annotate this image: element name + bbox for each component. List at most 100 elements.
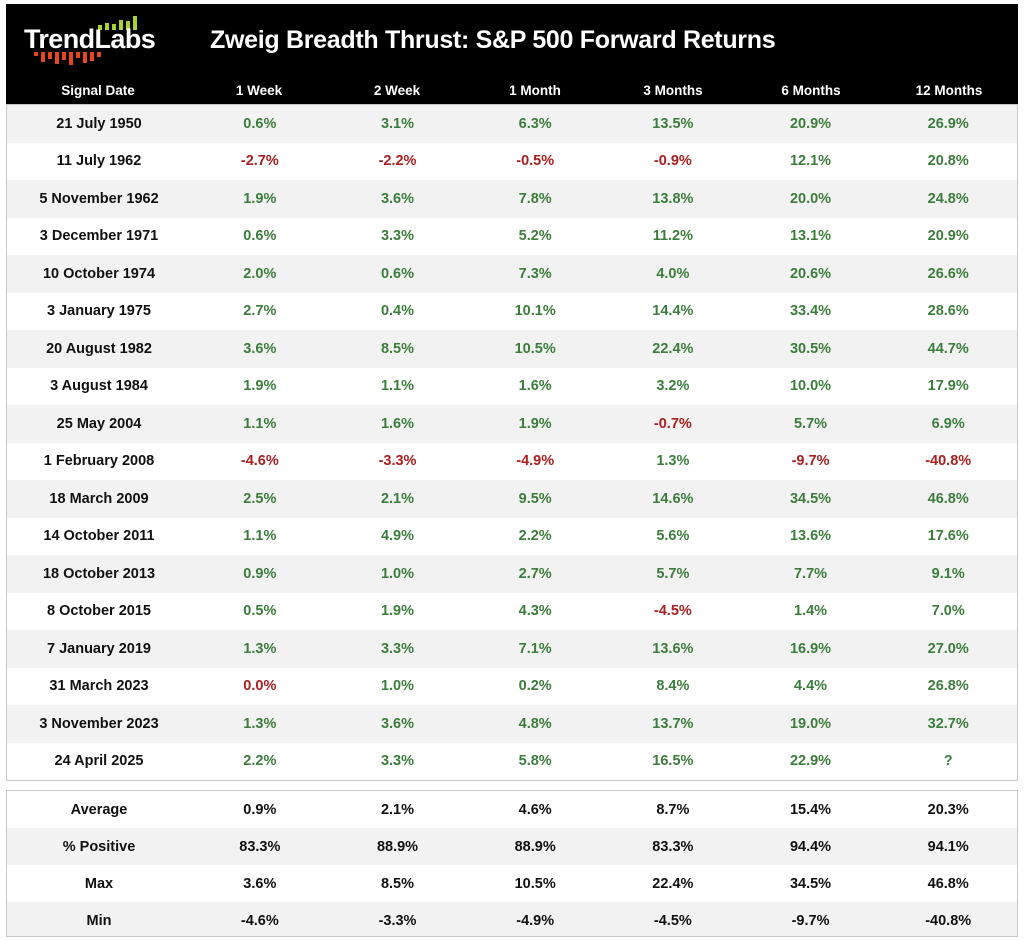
return-cell: 16.9% (789, 640, 832, 657)
brand-name: TrendLabs (24, 24, 156, 54)
column-header-3-months: 3 Months (643, 82, 703, 98)
summary-label: Average (70, 801, 128, 818)
return-cell: 1.9% (243, 378, 277, 395)
summary-row: Min -4.6% -3.3% -4.9% -4.5% -9.7% -40.8% (7, 902, 1017, 936)
signal-date-cell: 18 October 2013 (42, 565, 156, 582)
return-cell: 3.2% (656, 378, 690, 395)
return-cell: 13.5% (652, 115, 694, 132)
column-header-1-week: 1 Week (235, 82, 283, 98)
return-cell: 20.8% (927, 153, 969, 170)
return-cell: 24.8% (927, 190, 969, 207)
table-row: 3 December 1971 0.6% 3.3% 5.2% 11.2% 13.1% 20.… (7, 217, 1017, 255)
return-cell: 9.1% (931, 565, 965, 582)
return-cell: 0.6% (380, 265, 415, 282)
return-cell: 1.0% (380, 565, 415, 582)
return-cell: 4.8% (518, 715, 552, 732)
table-row: 31 March 2023 0.0% 1.0% 0.2% 8.4% 4.4% 26.8% (7, 667, 1017, 705)
return-cell: 20.9% (927, 228, 969, 245)
return-cell: -3.3% (378, 453, 417, 470)
return-cell: 1.9% (380, 603, 415, 620)
signal-date-cell: 21 July 1950 (56, 115, 142, 132)
return-cell: 2.7% (243, 303, 277, 320)
summary-value-cell: 46.8% (927, 875, 969, 892)
return-cell: 1.6% (518, 378, 552, 395)
return-cell: 1.1% (243, 415, 277, 432)
table-row: 3 January 1975 2.7% 0.4% 10.1% 14.4% 33.4% 28.… (7, 292, 1017, 330)
table-row: 8 October 2015 0.5% 1.9% 4.3% -4.5% 1.4% 7.0% (7, 592, 1017, 630)
return-cell: 0.6% (243, 115, 277, 132)
summary-value-cell: 83.3% (652, 838, 694, 855)
return-cell: 2.1% (380, 490, 415, 507)
signal-date-cell: 24 April 2025 (54, 753, 144, 770)
return-cell: 2.7% (518, 565, 552, 582)
table-row: 11 July 1962 -2.7% -2.2% -0.5% -0.9% 12.1% 20.… (7, 142, 1017, 180)
summary-value-cell: 88.9% (514, 838, 556, 855)
summary-value-cell: 3.6% (243, 875, 277, 892)
return-cell: 3.3% (380, 753, 415, 770)
return-cell: 6.9% (931, 415, 965, 432)
return-cell: 8.5% (380, 340, 415, 357)
table-row: 1 February 2008 -4.6% -3.3% -4.9% 1.3% -9.7% -… (7, 442, 1017, 480)
summary-value-cell: 83.3% (239, 838, 281, 855)
signal-date-cell: 5 November 1962 (39, 190, 159, 207)
brand-logo: TrendLabs (6, 4, 182, 76)
summary-value-cell: -4.5% (653, 912, 692, 929)
table-row: 3 August 1984 1.9% 1.1% 1.6% 3.2% 10.0% 17.9% (7, 367, 1017, 405)
return-cell: 7.8% (518, 190, 552, 207)
return-cell: 0.5% (243, 603, 277, 620)
signal-date-cell: 11 July 1962 (56, 153, 142, 170)
summary-value-cell: 8.5% (380, 875, 415, 892)
return-cell: 13.1% (789, 228, 832, 245)
summary-value-cell: -40.8% (925, 912, 972, 929)
summary-value-cell: -4.6% (240, 912, 279, 929)
return-cell: 1.6% (380, 415, 415, 432)
summary-value-cell: 0.9% (243, 801, 277, 818)
return-cell: 1.9% (243, 190, 277, 207)
return-cell: -0.9% (653, 153, 692, 170)
return-cell: 13.6% (789, 528, 832, 545)
logo-ascending-bars-icon (98, 14, 137, 30)
return-cell: 3.6% (243, 340, 277, 357)
return-cell: 11.2% (652, 228, 694, 245)
signal-date-cell: 10 October 1974 (42, 265, 156, 282)
return-cell: 5.7% (793, 415, 828, 432)
return-cell: 3.3% (380, 228, 415, 245)
return-cell: 9.5% (518, 490, 552, 507)
signal-date-cell: 1 February 2008 (43, 453, 155, 470)
return-cell: 2.5% (243, 490, 277, 507)
signal-date-cell: 3 January 1975 (47, 303, 151, 320)
return-cell: 4.0% (656, 265, 690, 282)
return-cell: -2.7% (240, 153, 279, 170)
return-cell: -9.7% (791, 453, 830, 470)
signal-date-cell: 31 March 2023 (49, 678, 149, 695)
return-cell: 46.8% (927, 490, 969, 507)
summary-label: Max (84, 875, 114, 892)
return-cell: 1.9% (518, 415, 552, 432)
table-row: 24 April 2025 2.2% 3.3% 5.8% 16.5% 22.9%? (7, 742, 1017, 780)
return-cell: 3.1% (380, 115, 415, 132)
logo-descending-bars-icon (34, 52, 101, 68)
return-cell: 34.5% (789, 490, 832, 507)
summary-value-cell: 4.6% (518, 801, 552, 818)
column-header-row: Signal Date 1 Week 2 Week 1 Month 3 Mont… (6, 76, 1018, 104)
signal-date-cell: 7 January 2019 (47, 640, 151, 657)
summary-value-cell: 88.9% (376, 838, 419, 855)
return-cell: 0.9% (243, 565, 277, 582)
summary-label: Min (86, 912, 112, 929)
return-cell: 1.3% (243, 715, 277, 732)
summary-row: % Positive 83.3% 88.9% 88.9% 83.3% 94.4% 94.1% (7, 828, 1017, 865)
return-cell: 14.6% (652, 490, 694, 507)
column-header-2-week: 2 Week (373, 82, 421, 98)
return-cell: 2.2% (518, 528, 552, 545)
summary-value-cell: 34.5% (789, 875, 832, 892)
return-cell: 1.4% (793, 603, 828, 620)
return-cell: 0.0% (243, 678, 277, 695)
return-cell: 0.4% (380, 303, 415, 320)
signal-date-cell: 8 October 2015 (47, 603, 151, 620)
summary-value-cell: -3.3% (378, 912, 417, 929)
return-cell: 5.2% (518, 228, 552, 245)
return-cell: -0.5% (516, 153, 555, 170)
return-cell: 4.9% (380, 528, 415, 545)
return-cell: 10.1% (514, 303, 556, 320)
